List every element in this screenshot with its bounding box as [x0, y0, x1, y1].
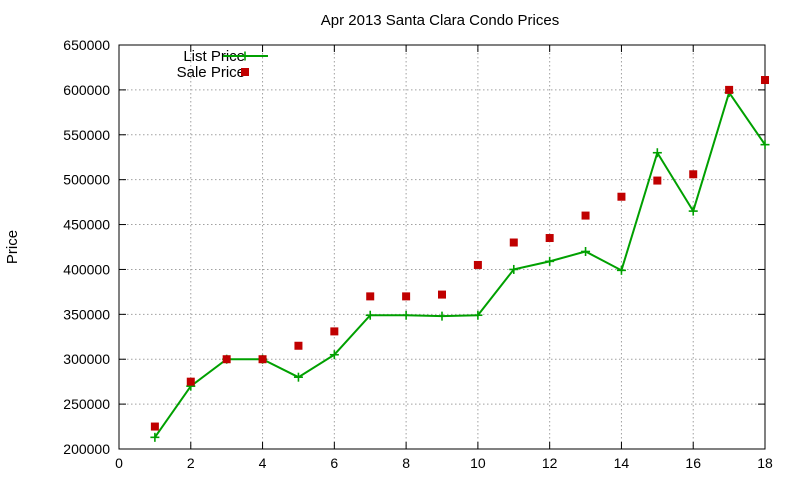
y-tick-label: 300000: [63, 351, 110, 367]
series-layer: [150, 76, 770, 442]
y-tick-label: 250000: [63, 396, 110, 412]
data-point: [437, 311, 447, 321]
data-point: [329, 350, 339, 360]
data-point: [652, 148, 662, 158]
legend-marker: [241, 68, 249, 76]
x-tick-label: 18: [757, 455, 773, 471]
x-tick-label: 2: [187, 455, 195, 471]
series-list-price: [150, 88, 770, 442]
chart-title: Apr 2013 Santa Clara Condo Prices: [321, 12, 559, 29]
data-point: [473, 260, 482, 269]
y-tick-label: 400000: [63, 261, 110, 277]
data-point: [150, 422, 159, 431]
x-tick-label: 14: [614, 455, 630, 471]
data-point: [761, 76, 769, 85]
legend-label: Sale Price: [177, 64, 245, 81]
data-point: [509, 238, 518, 247]
x-tick-label: 8: [402, 455, 410, 471]
y-tick-label: 600000: [63, 82, 110, 98]
data-point: [330, 327, 339, 336]
y-axis-label: Price: [4, 230, 21, 264]
data-point: [365, 310, 375, 320]
x-tick-label: 6: [330, 455, 338, 471]
data-point: [258, 355, 267, 364]
data-point: [294, 341, 303, 350]
data-point: [545, 256, 555, 266]
data-point: [545, 234, 554, 243]
series-sale-price: [150, 76, 769, 431]
plot-frame: [118, 44, 766, 450]
data-point: [401, 310, 411, 320]
y-tick-label: 500000: [63, 172, 110, 188]
data-point: [653, 176, 662, 185]
y-tick-label: 450000: [63, 217, 110, 233]
data-point: [725, 85, 734, 94]
y-tick-label: 550000: [63, 127, 110, 143]
y-tick-label: 350000: [63, 306, 110, 322]
data-point: [616, 265, 626, 275]
data-point: [689, 170, 698, 179]
data-point: [760, 140, 770, 150]
grid: [119, 45, 765, 449]
data-point: [473, 310, 483, 320]
data-point: [293, 372, 303, 382]
data-point: [222, 355, 231, 364]
x-tick-label: 16: [685, 455, 701, 471]
data-point: [688, 206, 698, 216]
legend-label: List Price: [183, 48, 245, 65]
data-point: [438, 290, 446, 299]
x-tick-label: 12: [542, 455, 558, 471]
y-tick-label: 650000: [63, 37, 110, 53]
legend-marker: [240, 51, 250, 61]
data-point: [581, 246, 591, 256]
data-point: [581, 211, 590, 220]
x-tick-label: 0: [115, 455, 123, 471]
data-point: [402, 292, 411, 301]
data-point: [186, 377, 195, 386]
x-tick-label: 10: [470, 455, 486, 471]
data-point: [150, 432, 160, 442]
data-point: [509, 264, 519, 274]
x-tick-label: 4: [259, 455, 267, 471]
series-line: [154, 90, 766, 438]
y-tick-label: 200000: [63, 441, 110, 457]
ticks: 200000 250000 300000 350000 400000 450000 5000…: [63, 37, 773, 471]
data-point: [617, 192, 626, 201]
data-point: [366, 292, 375, 301]
